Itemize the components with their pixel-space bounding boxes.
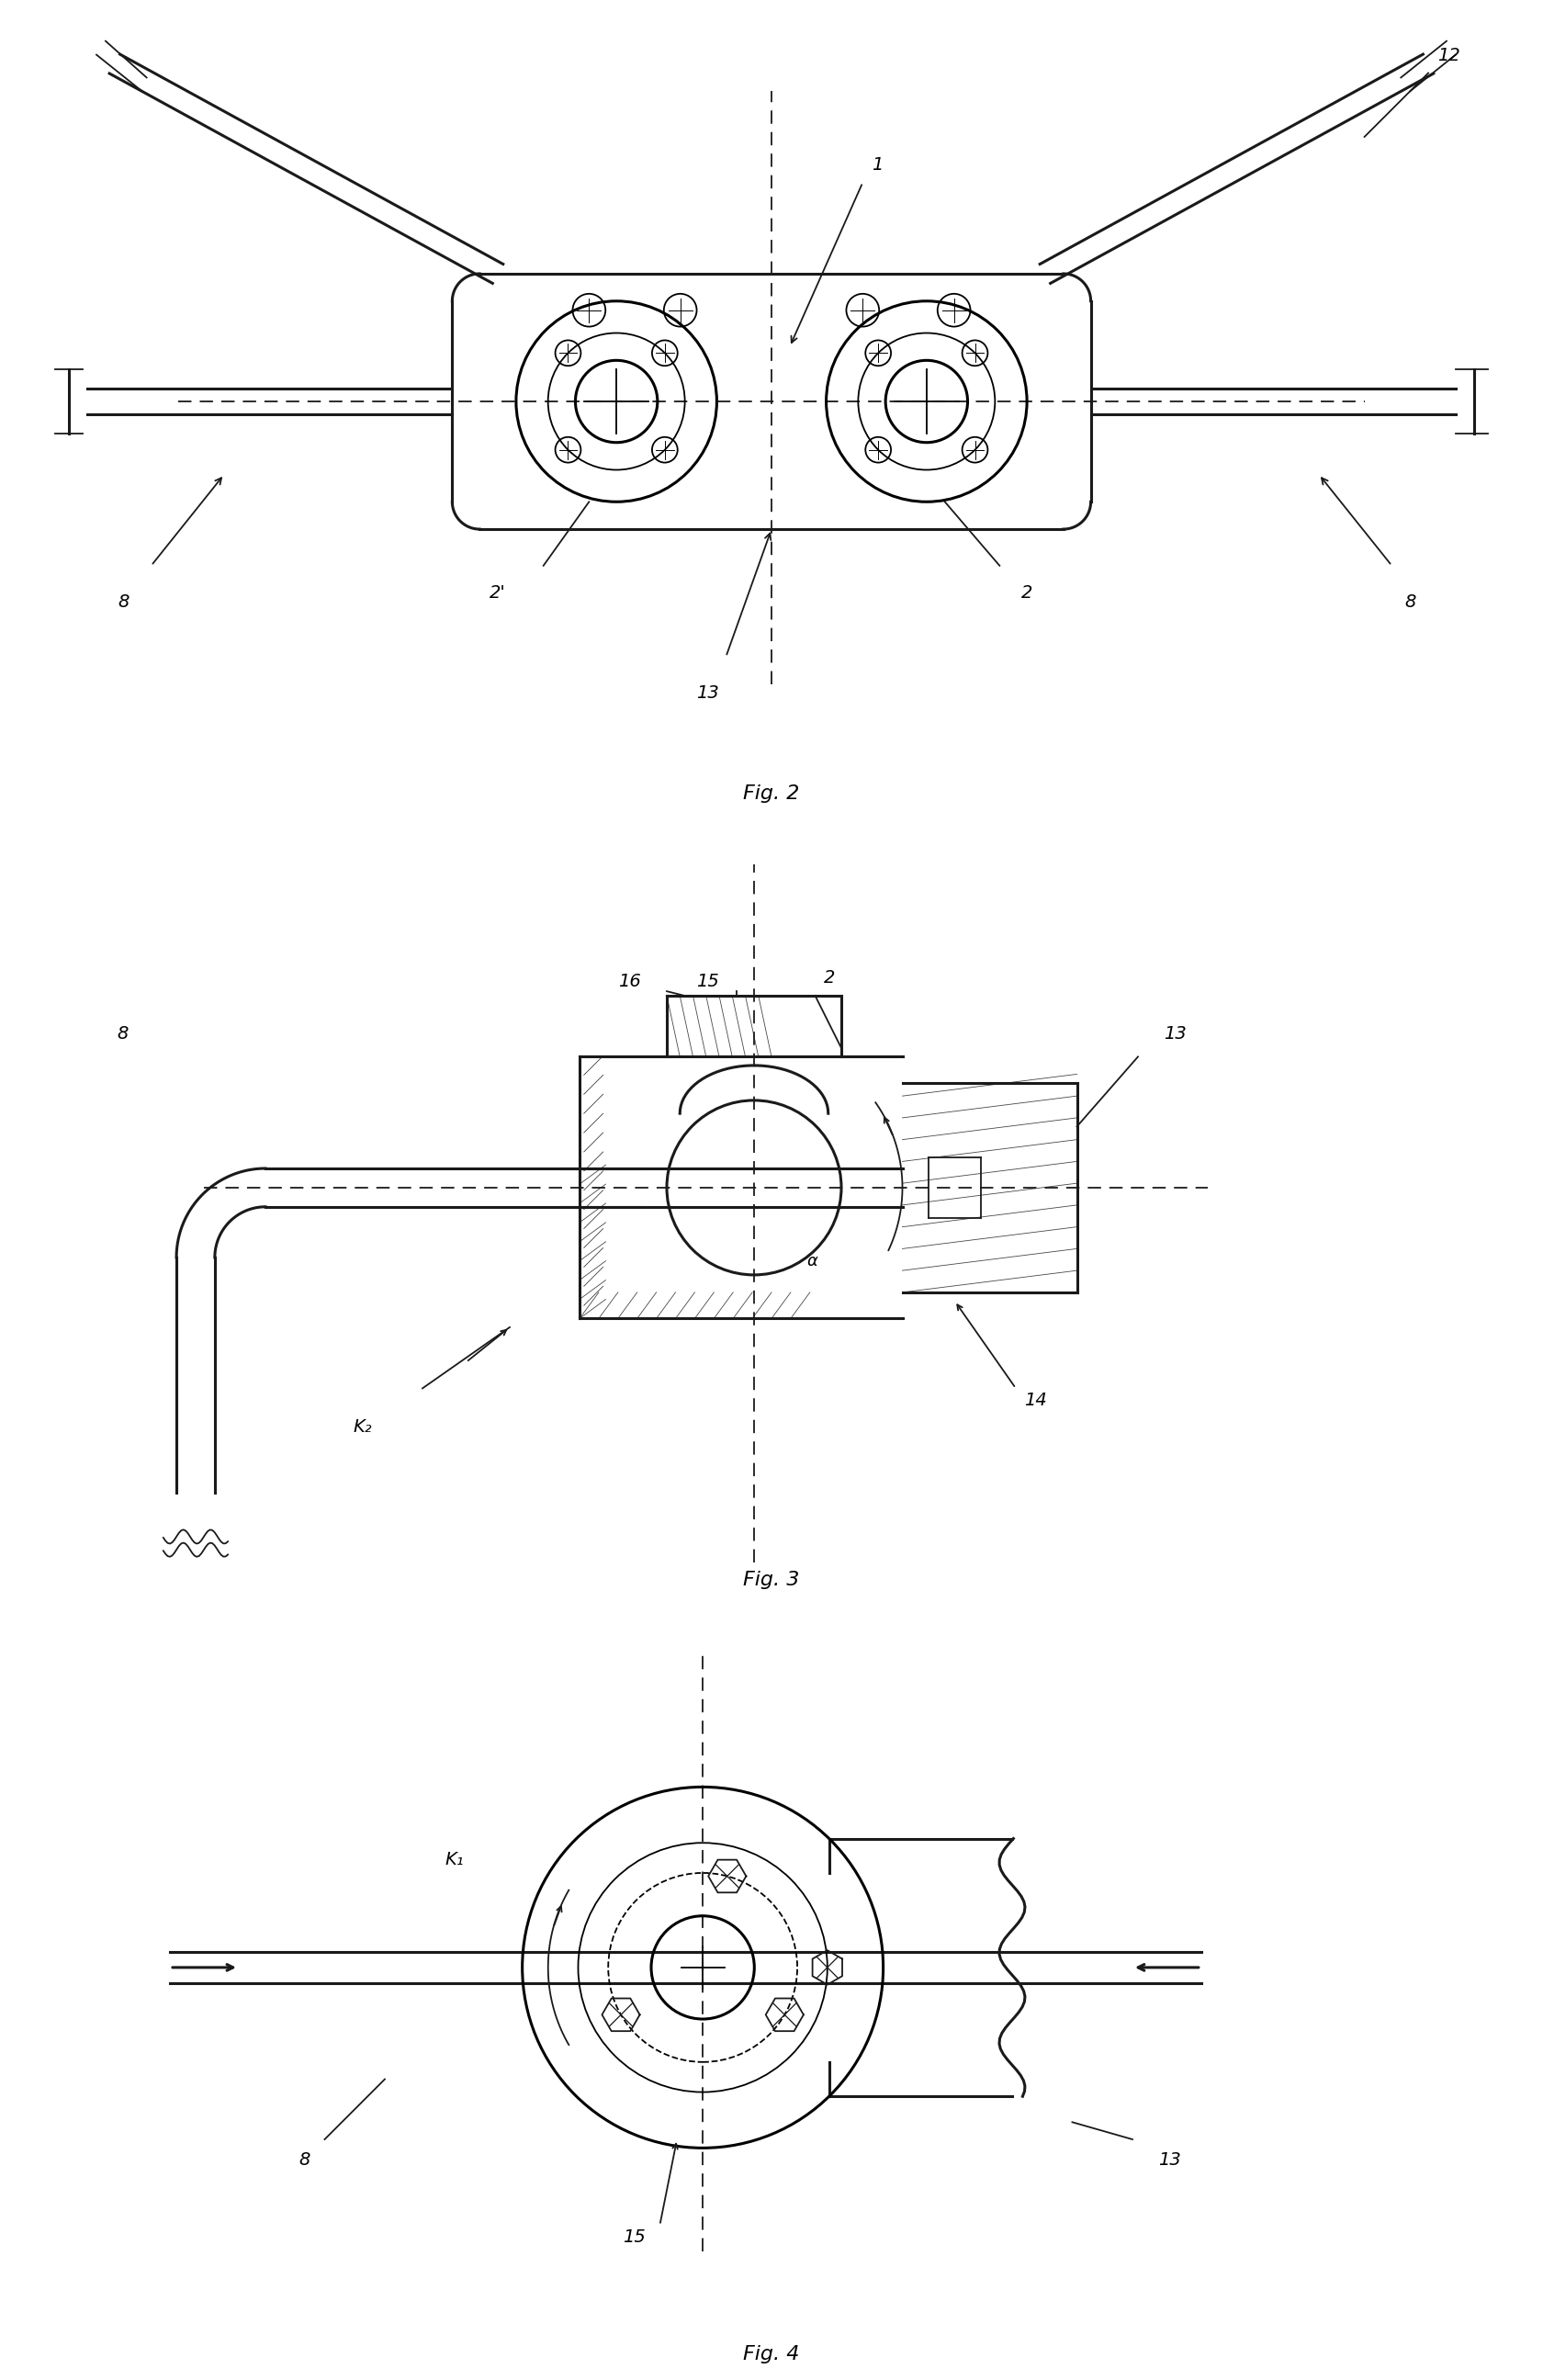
Text: α: α: [807, 1254, 818, 1271]
Text: 8: 8: [299, 2152, 310, 2168]
Text: K₂: K₂: [353, 1418, 372, 1435]
Text: K₁: K₁: [444, 1852, 464, 1868]
Text: 2': 2': [489, 583, 506, 602]
Text: 14: 14: [1025, 1392, 1048, 1409]
Text: 13: 13: [1163, 1026, 1187, 1042]
Text: 12: 12: [1438, 48, 1460, 64]
Text: 8: 8: [119, 593, 130, 609]
Text: 13: 13: [696, 685, 719, 702]
Text: 8: 8: [117, 1026, 128, 1042]
Text: 16: 16: [617, 973, 640, 990]
Text: 2: 2: [1021, 583, 1032, 602]
Text: Fig. 4: Fig. 4: [744, 2344, 799, 2363]
Text: Fig. 2: Fig. 2: [744, 785, 799, 802]
Text: 2: 2: [824, 969, 835, 985]
Text: 1: 1: [872, 157, 883, 174]
Text: 8: 8: [1404, 593, 1416, 609]
Text: 13: 13: [1159, 2152, 1180, 2168]
Text: 15: 15: [696, 973, 719, 990]
Text: Fig. 3: Fig. 3: [744, 1571, 799, 1590]
Text: 15: 15: [623, 2228, 645, 2247]
